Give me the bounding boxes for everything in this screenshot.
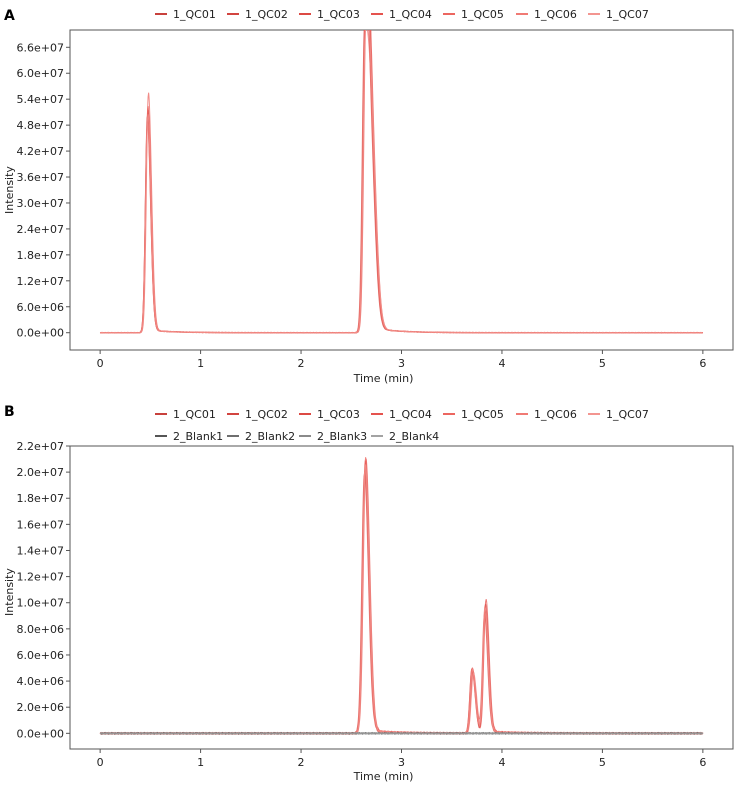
- series-lines: [99, 30, 704, 334]
- legend-item[interactable]: 1_QC01: [155, 408, 216, 421]
- legend-item[interactable]: 1_QC07: [588, 408, 649, 421]
- y-tick-label: 0.0e+00: [17, 727, 64, 740]
- legend-label: 1_QC03: [317, 408, 360, 421]
- legend-label: 1_QC04: [389, 408, 432, 421]
- x-tick-label: 3: [398, 756, 405, 769]
- legend-item[interactable]: 1_QC03: [299, 408, 360, 421]
- x-tick-label: 2: [298, 756, 305, 769]
- chart-panel-a: 0.0e+00 6.0e+06 1.2e+07 1.8e+07 2.4e+07 3.0e+…: [3, 8, 734, 385]
- legend-item[interactable]: 1_QC03: [299, 8, 360, 21]
- series-lines: [99, 457, 704, 735]
- x-tick-label: 1: [197, 357, 204, 370]
- legend-item[interactable]: 1_QC06: [516, 408, 577, 421]
- plot-frame: [69, 445, 734, 750]
- x-tick-label: 0: [97, 756, 104, 769]
- y-tick-label: 1.0e+07: [17, 597, 64, 610]
- y-tick-label: 1.8e+07: [17, 492, 64, 505]
- x-axis-title: Time (min): [353, 770, 414, 783]
- legend-item[interactable]: 1_QC02: [227, 8, 288, 21]
- legend-label: 1_QC02: [245, 8, 288, 21]
- y-tick-label: 6.0e+06: [17, 301, 64, 314]
- y-tick-label: 1.2e+07: [17, 571, 64, 584]
- legend-item[interactable]: 1_QC04: [371, 8, 432, 21]
- y-tick-label: 8.0e+06: [17, 623, 64, 636]
- y-tick-label: 2.2e+07: [17, 440, 64, 453]
- panel-b-letter: B: [4, 404, 15, 420]
- legend-label: 1_QC04: [389, 8, 432, 21]
- series-line-2-blank3: [99, 731, 704, 735]
- x-tick-label: 5: [599, 357, 606, 370]
- x-axis-title: Time (min): [353, 372, 414, 385]
- panel-a-letter: A: [4, 8, 15, 24]
- legend-label: 2_Blank1: [173, 430, 223, 443]
- legend-label: 1_QC01: [173, 408, 216, 421]
- legend-label: 1_QC07: [606, 408, 649, 421]
- y-tick-label: 5.4e+07: [17, 93, 64, 106]
- legend-item[interactable]: 2_Blank4: [371, 430, 439, 443]
- x-tick-label: 1: [197, 756, 204, 769]
- y-tick-label: 1.2e+07: [17, 275, 64, 288]
- legend-item[interactable]: 1_QC07: [588, 8, 649, 21]
- legend-label: 2_Blank4: [389, 430, 439, 443]
- x-tick-label: 4: [498, 756, 505, 769]
- x-tick-label: 4: [498, 357, 505, 370]
- y-tick-label: 6.0e+07: [17, 67, 64, 80]
- x-tick-label: 5: [599, 756, 606, 769]
- y-tick-label: 1.8e+07: [17, 249, 64, 262]
- y-tick-label: 2.0e+07: [17, 466, 64, 479]
- chart-panel-b: 0.0e+00 2.0e+06 4.0e+06 6.0e+06 8.0e+06 1.0e+…: [3, 408, 734, 783]
- y-tick-label: 4.2e+07: [17, 145, 64, 158]
- y-tick-label: 4.8e+07: [17, 119, 64, 132]
- y-tick-label: 4.0e+06: [17, 675, 64, 688]
- legend-label: 1_QC06: [534, 408, 577, 421]
- y-tick-label: 3.6e+07: [17, 171, 64, 184]
- y-tick-label: 1.6e+07: [17, 518, 64, 531]
- x-tick-label: 0: [97, 357, 104, 370]
- y-tick-label: 0.0e+00: [17, 327, 64, 340]
- y-tick-label: 6.6e+07: [17, 41, 64, 54]
- y-tick-label: 3.0e+07: [17, 197, 64, 210]
- legend-item[interactable]: 1_QC05: [443, 8, 504, 21]
- legend-item[interactable]: 1_QC06: [516, 8, 577, 21]
- legend-label: 2_Blank2: [245, 430, 295, 443]
- legend-label: 1_QC05: [461, 8, 504, 21]
- y-axis-title: Intensity: [3, 568, 16, 616]
- legend-item[interactable]: 2_Blank1: [155, 430, 223, 443]
- legend-item[interactable]: 1_QC02: [227, 408, 288, 421]
- legend-label: 2_Blank3: [317, 430, 367, 443]
- legend-label: 1_QC02: [245, 408, 288, 421]
- legend-item[interactable]: 2_Blank2: [227, 430, 295, 443]
- legend-item[interactable]: 1_QC04: [371, 408, 432, 421]
- y-tick-label: 2.0e+06: [17, 701, 64, 714]
- y-axis-title: Intensity: [3, 166, 16, 214]
- x-tick-label: 3: [398, 357, 405, 370]
- series-line-2-blank4: [100, 731, 704, 735]
- legend-item[interactable]: 2_Blank3: [299, 430, 367, 443]
- legend-label: 1_QC06: [534, 8, 577, 21]
- x-tick-label: 2: [298, 357, 305, 370]
- series-line-1-qc07: [99, 30, 703, 334]
- y-tick-label: 2.4e+07: [17, 223, 64, 236]
- legend-label: 1_QC05: [461, 408, 504, 421]
- y-tick-label: 1.4e+07: [17, 544, 64, 557]
- y-tick-label: 6.0e+06: [17, 649, 64, 662]
- x-tick-label: 6: [699, 756, 706, 769]
- plot-frame: [69, 29, 734, 351]
- legend-label: 1_QC01: [173, 8, 216, 21]
- legend-label: 1_QC03: [317, 8, 360, 21]
- x-tick-label: 6: [699, 357, 706, 370]
- legend-item[interactable]: 1_QC05: [443, 408, 504, 421]
- legend-item[interactable]: 1_QC01: [155, 8, 216, 21]
- legend-label: 1_QC07: [606, 8, 649, 21]
